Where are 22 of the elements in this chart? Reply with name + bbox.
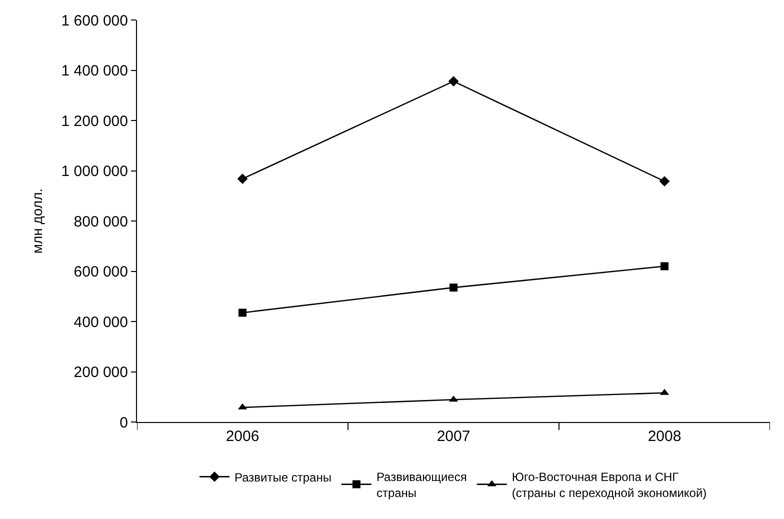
y-tick-label: 400 000 bbox=[74, 314, 128, 331]
point bbox=[237, 174, 248, 184]
y-tick-label: 800 000 bbox=[74, 213, 128, 230]
x-tick-label: 2006 bbox=[226, 428, 260, 445]
y-tick-label: 200 000 bbox=[74, 364, 128, 381]
y-tick-label: 600 000 bbox=[74, 264, 128, 280]
y-tick-label: 0 bbox=[120, 414, 128, 432]
point bbox=[450, 284, 458, 292]
x-tick-label: 2008 bbox=[648, 428, 682, 445]
y-tick-label: 1 200 000 bbox=[61, 112, 128, 130]
legend-label: Развивающиеся страны bbox=[376, 470, 467, 500]
y-tick-label: 1 400 000 bbox=[61, 62, 128, 80]
y-tick-label: 1 000 000 bbox=[61, 163, 128, 180]
legend-label: Развитые страны bbox=[234, 470, 332, 484]
point bbox=[659, 176, 670, 186]
legend-label: Юго-Восточная Европа и СНГ (страны с переходной экономикой) bbox=[512, 470, 707, 500]
point bbox=[238, 308, 246, 317]
y-tick-label: 1 600 000 bbox=[61, 12, 128, 30]
y-axis-title: млн долл. bbox=[28, 188, 45, 254]
point bbox=[448, 76, 459, 87]
point bbox=[660, 262, 668, 270]
x-tick-label: 2007 bbox=[436, 428, 470, 445]
